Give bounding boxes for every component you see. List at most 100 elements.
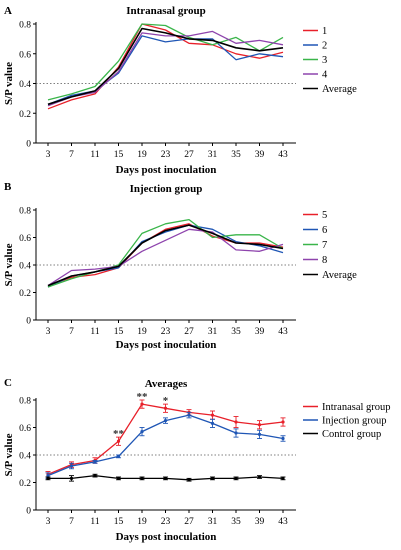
panel-c-series-injection-group-point: [187, 413, 191, 417]
panel-c-letter: C: [4, 377, 12, 389]
panel-c-series-injection-group-point: [257, 432, 262, 436]
panel-c-legend-label: Injection group: [322, 416, 386, 427]
panel-b-series-8-line: [47, 228, 284, 287]
panel-c-series-control-group-point: [257, 475, 262, 479]
panel-c-x-tick-label: 23: [161, 517, 171, 527]
panel-c-series-intranasal-group-point: [140, 402, 144, 406]
panel-c-significance-marker: **: [113, 428, 125, 440]
panel-c-x-tick-label: 3: [46, 517, 51, 527]
panel-b-y-tick-label: 0.8: [19, 207, 31, 217]
panel-b-series-7-line: [47, 218, 284, 288]
panel-c-series-control-group-point: [281, 476, 285, 480]
panel-a-series-average-line: [47, 27, 284, 106]
panel-a-x-tick-label: 31: [208, 150, 218, 160]
panel-a-x-tick-label: 7: [69, 150, 74, 160]
panel-b-x-tick-label: 15: [114, 327, 124, 337]
panel-c-series-control-group-point: [210, 476, 215, 480]
panel-a-y-tick-label: 0.2: [19, 110, 31, 120]
panel-b-title: Injection group: [130, 183, 203, 195]
panel-c-series-injection-group-point: [116, 454, 121, 458]
panel-b-x-tick-label: 19: [137, 327, 147, 337]
panel-a-legend-label: 4: [322, 70, 328, 81]
panel-b-letter: B: [4, 181, 12, 193]
panel-a-legend-label: 2: [322, 41, 327, 52]
panel-c-series-injection-group-point: [140, 430, 144, 434]
panel-c-title: Averages: [145, 378, 188, 390]
panel-c-x-tick-label: 43: [278, 517, 288, 527]
panel-c-series-intranasal-group-point: [163, 406, 168, 410]
panel-c-series-control-group-point: [234, 476, 238, 480]
panel-b-series-5-line: [47, 223, 284, 287]
panel-a-y-tick-label: 0.4: [19, 80, 31, 90]
panel-c-legend-label: Intranasal group: [322, 402, 391, 413]
panel-a-legend-label: 1: [322, 26, 327, 37]
panel-a-letter: A: [4, 5, 12, 17]
panel-b-y-tick-label: 0.4: [19, 262, 31, 272]
panel-b-y-tick-label: 0.6: [19, 234, 31, 244]
panel-c-series-intranasal-group-point: [281, 420, 285, 424]
panel-c-x-tick-label: 11: [90, 517, 99, 527]
panel-c-series-control-group-point: [93, 474, 97, 478]
panel-c-significance-marker: *: [163, 395, 169, 407]
panel-c-significance-marker: **: [137, 391, 149, 403]
panel-c-series-injection-group-point: [281, 436, 285, 441]
panel-b-x-label: Days post inoculation: [116, 339, 217, 351]
panel-a-y-tick-label: 0: [26, 140, 31, 150]
panel-a-series-4-line: [47, 30, 284, 107]
panel-a-y-tick-label: 0.8: [19, 21, 31, 31]
panel-a-x-tick-label: 3: [46, 150, 51, 160]
panel-c-x-tick-label: 31: [208, 517, 218, 527]
panel-b-x-tick-label: 43: [278, 327, 288, 337]
panel-b-x-tick-label: 27: [184, 327, 194, 337]
panel-b-x-tick-label: 3: [46, 327, 51, 337]
panel-b-legend-label: 8: [322, 255, 327, 266]
panel-c-series-injection-group-point: [234, 431, 238, 435]
panel-c-legend-label: Control group: [322, 429, 381, 440]
panel-c-series-control-group-point: [140, 476, 144, 480]
panel-b-legend-label: 6: [322, 225, 327, 236]
panel-c-x-tick-label: 39: [255, 517, 265, 527]
panel-c-series-control-group-point: [163, 476, 168, 480]
panel-c-series-injection-group-point: [210, 421, 215, 425]
panel-a-x-tick-label: 39: [255, 150, 265, 160]
panel-c-series-intranasal-group-point: [234, 420, 238, 424]
panel-c-series-injection-group-point: [46, 474, 50, 478]
panel-c-series-injection-group-point: [163, 419, 168, 423]
panel-c-series-control-group-point: [46, 476, 50, 480]
panel-b-x-tick-label: 31: [208, 327, 218, 337]
panel-a-series-1-line: [47, 23, 284, 110]
panel-b-legend-label: Average: [322, 270, 357, 281]
panel-a-legend-label: 3: [322, 55, 327, 66]
panel-c-x-tick-label: 7: [69, 517, 74, 527]
panel-c-x-tick-label: 15: [114, 517, 124, 527]
panel-c-x-label: Days post inoculation: [116, 531, 217, 543]
panel-c-x-tick-label: 19: [137, 517, 147, 527]
panel-c-series-control-group-point: [69, 476, 74, 480]
panel-b-x-tick-label: 7: [69, 327, 74, 337]
panel-c-y-label: S/P value: [3, 433, 15, 476]
panel-c-series-injection-group-point: [93, 460, 97, 464]
panel-b-x-tick-label: 39: [255, 327, 265, 337]
panel-b-x-tick-label: 35: [231, 327, 241, 337]
panel-c-x-tick-label: 35: [231, 517, 241, 527]
panel-c-series-intranasal-group-point: [210, 413, 215, 417]
panel-b-legend-label: 7: [322, 240, 327, 251]
panel-c-series-control-group-point: [187, 478, 191, 482]
panel-a-x-tick-label: 19: [137, 150, 147, 160]
panel-b-series-average-line: [47, 224, 284, 287]
panel-a-x-tick-label: 23: [161, 150, 171, 160]
panel-b-y-label: S/P value: [3, 243, 15, 286]
panel-c-series-injection-group-line: [47, 414, 284, 477]
panel-a-x-tick-label: 43: [278, 150, 288, 160]
panel-a-x-tick-label: 35: [231, 150, 241, 160]
panel-c-series-control-group-point: [116, 476, 121, 480]
panel-a-x-tick-label: 27: [184, 150, 194, 160]
panel-a-legend-label: Average: [322, 84, 357, 95]
panel-b-y-tick-label: 0.2: [19, 289, 31, 299]
panel-b-x-tick-label: 23: [161, 327, 171, 337]
panel-a-x-label: Days post inoculation: [116, 164, 217, 176]
panel-c-series-intranasal-group-point: [257, 423, 262, 427]
panel-b-x-tick-label: 11: [90, 327, 99, 337]
panel-c-series-injection-group-point: [69, 464, 74, 468]
